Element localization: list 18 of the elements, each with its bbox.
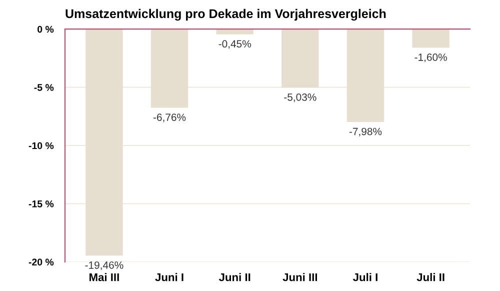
y-tick-label: -20 % [28,258,54,266]
y-tick-label: 0 % [38,26,54,33]
chart-title: Umsatzentwicklung pro Dekade im Vorjahresvergleich [66,8,386,21]
x-tick-label: Juni III [282,273,318,282]
data-label: -7,98% [349,128,382,136]
y-tick-label: -15 % [28,200,54,208]
x-tick-label: Mai III [90,273,119,282]
data-label: -1,60% [414,54,447,62]
y-tick-label: -5 % [34,84,54,91]
x-tick-label: Juli II [416,273,444,282]
data-label: -6,76% [153,114,186,122]
x-tick-label: Juni I [155,273,184,282]
data-label: -5,03% [284,93,316,102]
y-tick-label: -10 % [28,142,54,150]
data-label: -19,46% [85,261,124,270]
data-label: -0,45% [218,40,251,49]
x-tick-label: Juli I [352,273,378,282]
x-tick-label: Juni II [218,273,250,282]
